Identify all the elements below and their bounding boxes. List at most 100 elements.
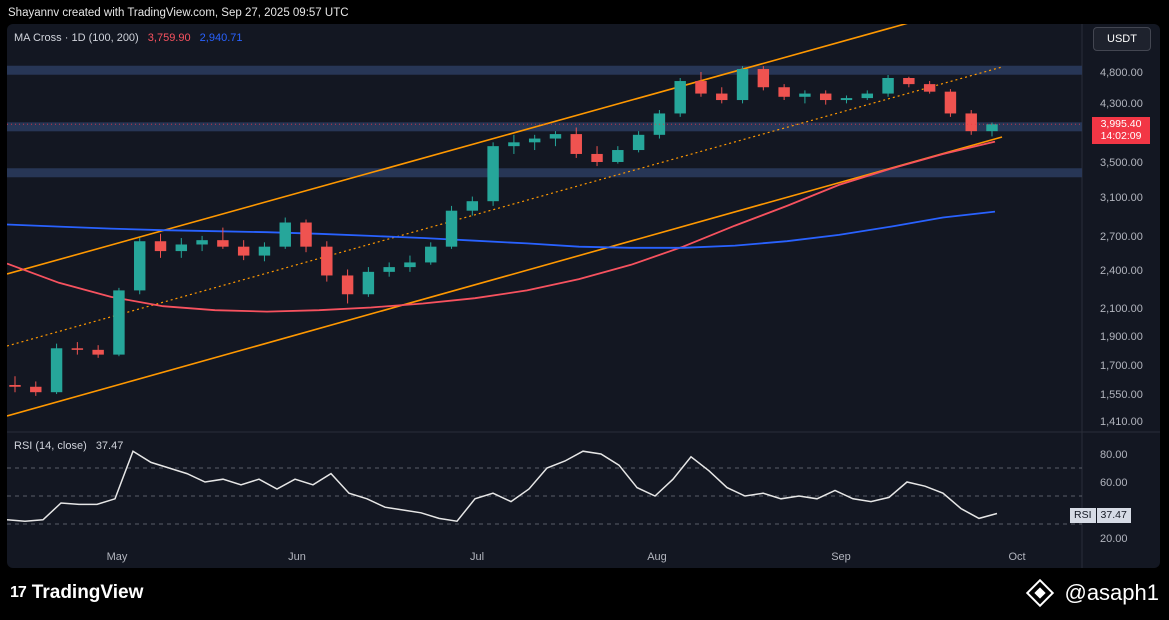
price-axis-label: 1,900.00 [1100, 331, 1143, 343]
sr-zone [7, 122, 1082, 132]
candle-body [508, 142, 520, 147]
time-axis-label: Sep [831, 551, 851, 563]
candle-body [549, 134, 562, 139]
price-axis-label: 2,700.00 [1100, 231, 1143, 243]
candle-body [861, 93, 873, 99]
time-axis-label: Jun [288, 551, 306, 563]
candle-body [612, 150, 624, 162]
currency-selector[interactable]: USDT [1093, 27, 1151, 51]
ma200-line [7, 210, 996, 249]
chart-canvas[interactable]: 4,800.004,300.003,900.003,500.003,100.00… [7, 24, 1160, 568]
channel-mid-line [7, 66, 1003, 347]
ma100-line [7, 140, 996, 313]
candle-body [819, 93, 832, 101]
tradingview-logo-icon: 17 [10, 584, 27, 601]
candle-body [279, 222, 291, 247]
tradingview-brand[interactable]: 17 TradingView [10, 582, 143, 604]
candle-body [113, 290, 125, 355]
price-axis-label: 2,100.00 [1100, 303, 1143, 315]
candle-body [882, 77, 894, 94]
candle-body [383, 267, 395, 272]
indicator-legend: MA Cross · 1D (100, 200) 3,759.90 2,940.… [14, 32, 249, 44]
author-tag: @asaph1 [1026, 578, 1159, 608]
candle-body [134, 241, 146, 291]
candle-body [30, 386, 42, 393]
price-axis-label: 4,300.00 [1100, 98, 1143, 110]
candle-body [321, 246, 333, 276]
candle-body [487, 146, 499, 202]
candle-body [237, 246, 250, 256]
price-axis-label: 3,100.00 [1100, 192, 1143, 204]
candle-body [445, 210, 458, 247]
sr-zone [7, 65, 1082, 75]
rsi-badge: RSI 37.47 [1070, 508, 1131, 523]
rsi-line [7, 450, 998, 523]
candle-body [404, 262, 416, 268]
candle-body [716, 93, 728, 101]
rsi-badge-value: 37.47 [1096, 508, 1131, 523]
candle-body [903, 77, 915, 85]
candle-body [778, 87, 790, 97]
legend-ma100-value: 3,759.90 [147, 32, 191, 44]
rsi-axis-label: 80.00 [1100, 449, 1128, 461]
time-axis-label: May [107, 551, 128, 563]
candle-body [632, 134, 645, 151]
channel-lower-line [7, 136, 1003, 417]
candle-body [757, 69, 770, 88]
channel-upper-line [7, 24, 908, 275]
legend-indicator-name: MA Cross · 1D (100, 200) [14, 32, 139, 44]
candle-body [986, 124, 998, 132]
rsi-axis-label: 20.00 [1100, 533, 1128, 545]
candle-body [799, 93, 811, 97]
top-caption: Shayannv created with TradingView.com, S… [8, 7, 349, 19]
candle-body [341, 275, 354, 295]
candle-body [570, 134, 582, 154]
time-axis-label: Oct [1008, 551, 1025, 563]
candle-body [9, 384, 21, 387]
time-axis-label: Aug [647, 551, 667, 563]
footer: 17 TradingView @asaph1 [0, 570, 1169, 620]
rsi-axis-label: 60.00 [1100, 477, 1128, 489]
candle-body [300, 222, 312, 247]
chart-frame[interactable]: 4,800.004,300.003,900.003,500.003,100.00… [7, 24, 1160, 568]
candle-body [466, 201, 479, 211]
price-axis-label: 1,410.00 [1100, 416, 1143, 428]
binance-logo-icon [1026, 578, 1055, 608]
candle-body [362, 271, 375, 295]
price-axis-label: 4,800.00 [1100, 67, 1143, 79]
candle-body [923, 84, 936, 92]
candle-body [944, 91, 957, 114]
candle-body [258, 246, 271, 256]
brand-name: TradingView [31, 582, 144, 603]
candle-body [695, 81, 707, 94]
last-price-value: 3,995.40 [1100, 118, 1142, 130]
candle-body [71, 348, 84, 350]
candle-body [425, 246, 437, 263]
legend-ma200-value: 2,940.71 [199, 32, 243, 44]
time-axis-label: Jul [470, 551, 484, 563]
rsi-legend-value: 37.47 [95, 440, 124, 452]
rsi-legend: RSI (14, close) 37.47 [14, 440, 129, 452]
price-axis-label: 3,500.00 [1100, 157, 1143, 169]
bar-countdown: 14:02:09 [1100, 130, 1142, 142]
price-axis-label: 1,550.00 [1100, 389, 1143, 401]
candle-body [217, 240, 229, 247]
price-axis-label: 2,400.00 [1100, 265, 1143, 277]
candle-body [154, 241, 167, 252]
candle-body [196, 240, 208, 245]
rsi-badge-key: RSI [1070, 508, 1096, 523]
author-handle: @asaph1 [1064, 580, 1159, 605]
candle-body [528, 138, 541, 143]
candle-body [840, 98, 853, 101]
sr-zone [7, 168, 1082, 178]
candle-body [736, 69, 749, 101]
candle-body [50, 348, 63, 393]
price-axis-label: 1,700.00 [1100, 360, 1143, 372]
rsi-legend-label: RSI (14, close) [14, 440, 87, 452]
candle-body [175, 244, 188, 252]
candle-body [92, 349, 104, 355]
candle-body [674, 81, 686, 114]
candle-body [591, 153, 603, 162]
candle-body [965, 113, 977, 132]
last-price-badge: 3,995.40 14:02:09 [1092, 117, 1150, 144]
